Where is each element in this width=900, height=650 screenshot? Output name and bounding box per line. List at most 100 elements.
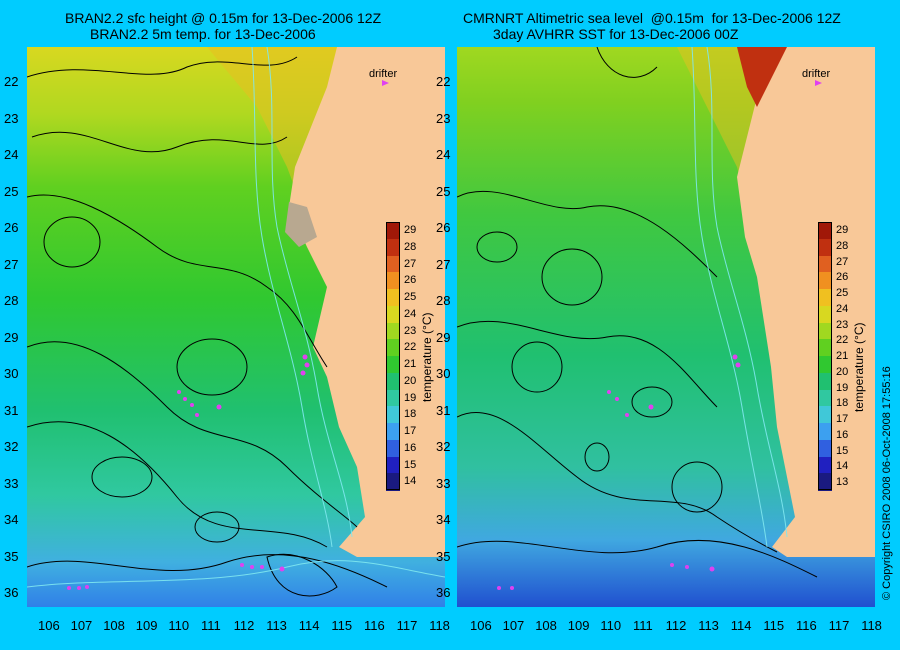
colorbar-swatch — [386, 473, 400, 491]
colorbar-swatch — [386, 222, 400, 240]
colorbar-swatch — [386, 406, 400, 424]
latitude-label: 26 — [4, 220, 19, 235]
longitude-label: 114 — [730, 618, 752, 633]
copyright-notice: © Copyright CSIRO 2008 06-Oct-2008 17:55… — [881, 366, 893, 600]
land-western-australia — [737, 47, 875, 557]
longitude-label: 118 — [861, 618, 882, 633]
latitude-label: 25 — [4, 183, 19, 199]
right-title-line1: CMRNRT Altimetric sea level @0.15m for 1… — [463, 10, 841, 26]
longitude-label: 115 — [331, 618, 353, 633]
longitude-label: 110 — [168, 618, 190, 633]
colorbar-tick-label: 13 — [836, 476, 849, 489]
longitude-label: 109 — [135, 618, 158, 633]
longitude-label: 106 — [470, 618, 492, 633]
left-title-line2: BRAN2.2 5m temp. for 13-Dec-2006 — [90, 26, 316, 42]
colorbar-swatch — [818, 255, 832, 273]
latitude-label: 33 — [436, 475, 451, 491]
colorbar-tick-label: 24 — [836, 302, 849, 315]
colorbar-swatch — [386, 423, 400, 441]
colorbar-tick-label: 14 — [836, 460, 849, 473]
shark-bay — [285, 202, 317, 247]
colorbar-tick-label: 23 — [404, 324, 417, 337]
latitude-label: 27 — [436, 256, 451, 272]
colorbar-swatch — [386, 289, 400, 307]
colorbar-swatch — [818, 473, 832, 491]
colorbar-swatch — [818, 439, 832, 457]
latitude-label: 23 — [4, 110, 19, 126]
colorbar-swatch — [818, 289, 832, 307]
longitude-label: 117 — [396, 618, 418, 633]
latitude-label: 28 — [4, 293, 19, 308]
longitude-label: 112 — [233, 618, 255, 633]
latitude-label: 32 — [436, 439, 451, 454]
colorbar-tick-label: 26 — [836, 271, 849, 284]
latitude-label: 25 — [436, 183, 451, 199]
latitude-label: 30 — [436, 366, 451, 381]
longitude-label: 108 — [103, 618, 125, 633]
colorbar-swatch — [386, 456, 400, 474]
latitude-label: 29 — [436, 329, 451, 345]
longitude-label: 113 — [698, 618, 719, 633]
latitude-label: 22 — [436, 74, 451, 89]
colorbar-swatch — [818, 222, 832, 240]
left-map-svg — [27, 47, 445, 607]
colorbar-swatch — [818, 339, 832, 357]
longitude-label: 113 — [266, 618, 287, 633]
latitude-label: 35 — [4, 548, 19, 564]
longitude-label: 111 — [201, 618, 221, 633]
sea-level-contours — [457, 47, 818, 578]
latitude-label: 31 — [4, 402, 19, 418]
colorbar-swatch — [818, 372, 832, 390]
latitude-label: 27 — [4, 256, 19, 272]
colorbar-swatch — [386, 322, 400, 340]
drifter-label-left: drifter — [369, 68, 398, 80]
colorbar-tick-label: 18 — [836, 397, 849, 410]
colorbar-tick-label: 15 — [836, 444, 849, 457]
latitude-label: 22 — [4, 74, 19, 89]
right-title-line2: 3day AVHRR SST for 13-Dec-2006 00Z — [493, 26, 739, 42]
colorbar-frame — [386, 222, 400, 490]
colorbar-swatch — [818, 238, 832, 256]
colorbar-swatch — [386, 305, 400, 323]
colorbar-frame — [818, 222, 832, 490]
longitude-label: 115 — [763, 618, 785, 633]
latitude-label: 26 — [436, 220, 451, 235]
bathymetry-contours — [691, 47, 788, 548]
colorbar-tick-label: 19 — [836, 381, 849, 394]
colorbar-tick-label: 24 — [404, 307, 417, 320]
longitude-label: 117 — [828, 618, 850, 633]
colorbar-swatch — [386, 356, 400, 374]
colorbar-tick-label: 20 — [836, 365, 849, 378]
longitude-label: 107 — [502, 618, 525, 633]
latitude-label: 36 — [4, 585, 19, 600]
colorbar-tick-label: 26 — [404, 274, 417, 287]
longitude-label: 111 — [633, 618, 653, 633]
sea-level-contours — [27, 56, 388, 597]
colorbar-swatch — [818, 305, 832, 323]
colorbar-tick-label: 29 — [836, 224, 849, 236]
latitude-label: 36 — [436, 585, 451, 600]
colorbar-swatch — [818, 389, 832, 407]
colorbar-swatch — [386, 238, 400, 256]
colorbar-swatch — [386, 389, 400, 407]
colorbar-label-left: temperature (°C) — [420, 312, 434, 403]
bathymetry-contours — [27, 47, 445, 588]
drifter-tracks — [497, 80, 822, 590]
left-map-panel — [27, 47, 445, 607]
latitude-label: 24 — [4, 147, 19, 162]
longitude-label: 108 — [535, 618, 557, 633]
latitude-label: 24 — [436, 147, 451, 162]
colorbar-label-right: temperature (°C) — [852, 322, 866, 413]
colorbar-swatch — [386, 255, 400, 273]
colorbar-tick-label: 20 — [404, 374, 417, 387]
longitude-label: 114 — [298, 618, 320, 633]
colorbar-tick-label: 14 — [404, 475, 417, 488]
drifter-tracks — [67, 80, 389, 590]
colorbar-tick-label: 27 — [404, 257, 417, 270]
drifter-label-right: drifter — [802, 68, 831, 80]
colorbar-tick-label: 16 — [836, 428, 849, 441]
colorbar-swatch — [818, 423, 832, 441]
latitude-label: 34 — [436, 512, 451, 527]
colorbar-swatch — [386, 372, 400, 390]
colorbar-tick-label: 22 — [836, 334, 849, 347]
